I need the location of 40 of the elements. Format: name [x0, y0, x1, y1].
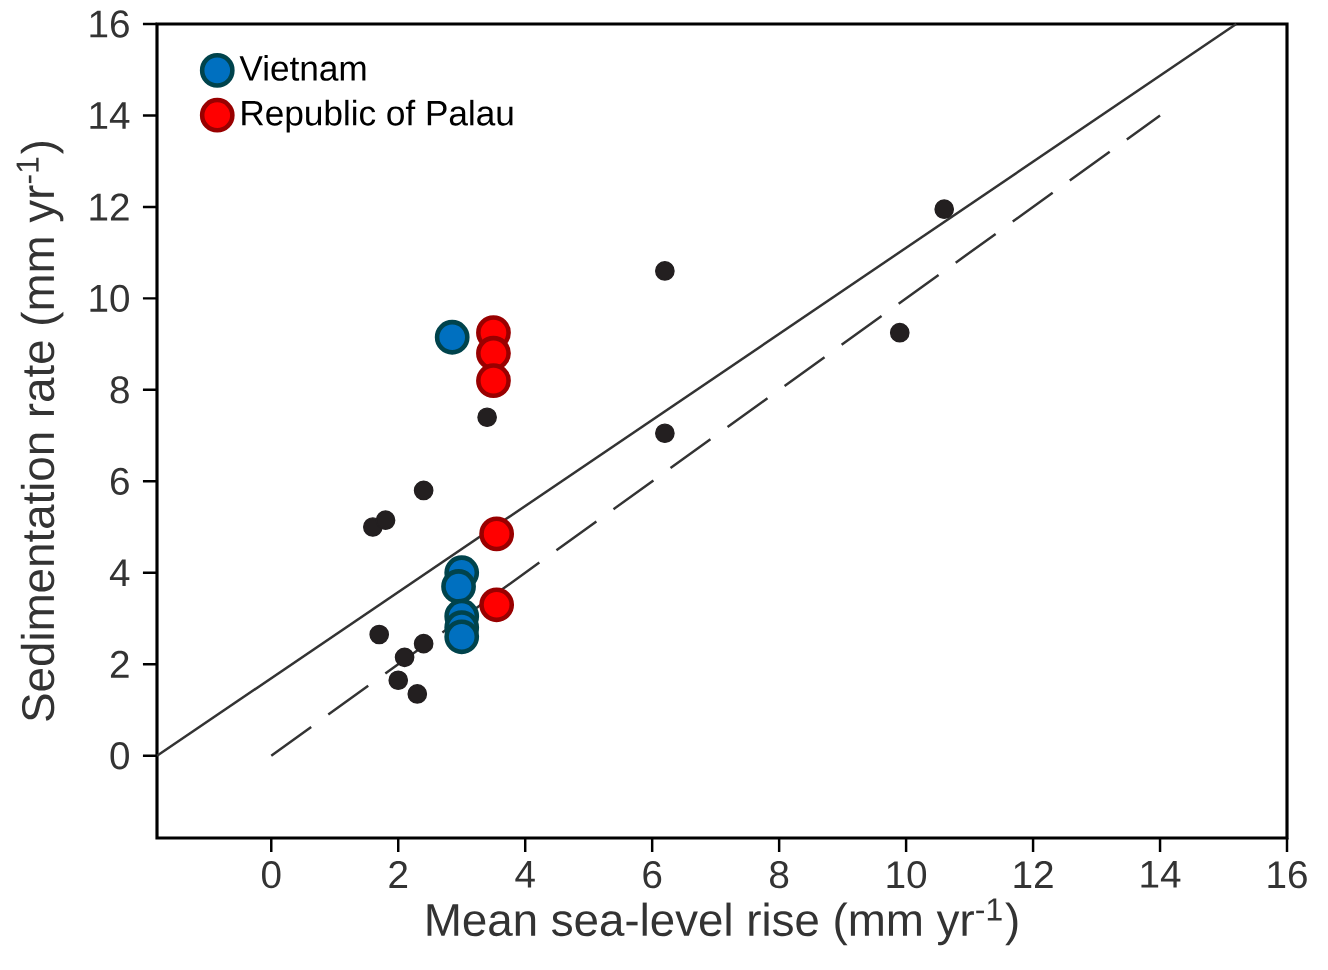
- point: [479, 516, 515, 552]
- y-tick-label: 12: [90, 193, 129, 221]
- point: [434, 319, 470, 355]
- point: [375, 510, 396, 531]
- x-tick-label: 12: [1014, 861, 1053, 888]
- x-tick-label: 2: [389, 861, 408, 888]
- legend-label: Republic of Palau: [242, 99, 513, 133]
- y-tick-label: 14: [90, 102, 130, 129]
- y-tick-label: 8: [110, 376, 129, 404]
- point: [477, 407, 497, 428]
- point: [934, 199, 955, 220]
- point: [889, 322, 910, 343]
- x-axis-title: Mean sea-level rise (mm yr$^{-1}$): [427, 898, 1018, 946]
- y-tick-label: 2: [110, 650, 129, 678]
- y-tick-label: 10: [90, 284, 129, 313]
- x-tick-label: 16: [1268, 861, 1307, 889]
- point: [413, 480, 434, 501]
- x-tick-label: 4: [515, 860, 535, 888]
- point: [394, 647, 415, 668]
- y-tick-label: 6: [111, 467, 129, 495]
- point: [479, 587, 515, 623]
- point: [441, 569, 476, 604]
- point: [388, 670, 409, 691]
- point: [655, 423, 675, 444]
- point: [413, 633, 434, 654]
- y-axis-title: Sedimentation rate (mm yr$^{-1}$): [16, 141, 64, 721]
- point: [369, 624, 390, 645]
- x-tick-label: 0: [262, 861, 281, 889]
- x-tick-label: 14: [1141, 860, 1181, 888]
- legend-label: Vietnam: [239, 55, 366, 81]
- y-tick-label: 16: [90, 10, 129, 38]
- x-tick-label: 10: [887, 861, 927, 889]
- x-tick-label: 6: [643, 861, 662, 889]
- y-tick-label: 0: [110, 742, 129, 770]
- point: [407, 684, 428, 704]
- point: [476, 363, 511, 399]
- point: [444, 619, 480, 655]
- x-tick-label: 8: [770, 861, 789, 889]
- y-tick-label: 4: [109, 559, 130, 587]
- point: [655, 261, 675, 281]
